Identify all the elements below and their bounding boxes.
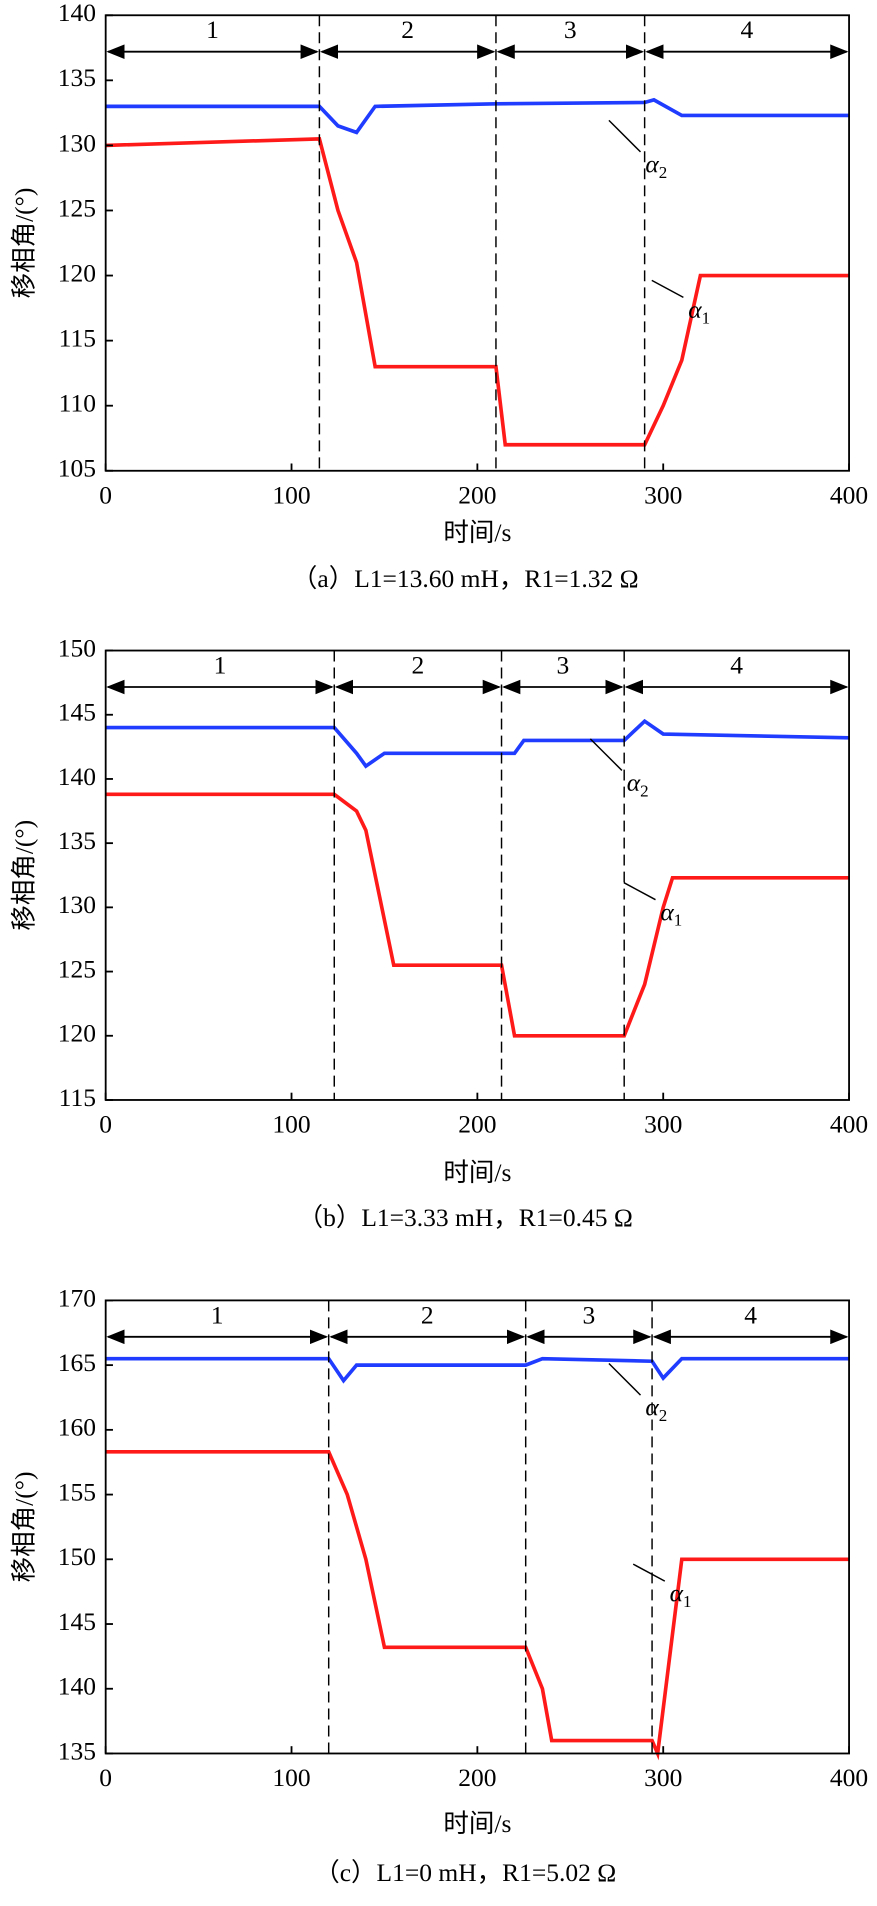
y-axis-label: 移相角/(°) [10,820,39,931]
annotation-leader [632,1563,666,1582]
y-tick-label: 110 [59,389,96,418]
y-tick-label: 130 [58,128,96,157]
y-tick-label: 170 [58,1283,96,1312]
y-tick-label: 125 [58,954,96,983]
series-label-subscript: 2 [659,163,668,182]
plot-frame [104,649,850,1101]
series-label-subscript: 1 [702,308,711,327]
caption: （b）L1=3.33 mH，R1=0.45 Ω [298,1203,633,1232]
annotation-leader [623,882,656,901]
y-tick-label: 135 [58,63,96,92]
y-tick-label: 140 [58,0,96,27]
phase-label: 4 [740,15,753,44]
series-label-subscript: 1 [674,910,683,929]
annotation-leader [608,1362,642,1396]
y-tick-label: 165 [58,1348,96,1377]
y-tick-label: 135 [58,1736,96,1765]
y-axis-label: 移相角/(°) [10,1472,39,1583]
series-label-subscript: 2 [659,1406,668,1425]
caption: （a）L1=13.60 mH，R1=1.32 Ω [292,564,639,593]
x-tick-label: 200 [458,1110,496,1139]
series-line [105,97,850,135]
series-label: α2 [645,149,667,181]
y-tick-label: 145 [58,1607,96,1636]
phase-label: 3 [583,1300,596,1329]
phase-label: 2 [401,15,414,44]
x-tick-label: 200 [458,1763,496,1792]
series-label: α2 [645,1393,667,1425]
annotation-leader [651,279,684,299]
series-label-subscript: 1 [683,1592,692,1611]
y-tick-label: 115 [59,1083,96,1112]
series-label-subscript: 2 [640,781,649,800]
series-label-symbol: α [645,1393,659,1422]
x-tick-label: 400 [830,480,868,509]
caption: （c）L1=0 mH，R1=5.02 Ω [314,1858,616,1887]
y-tick-label: 160 [58,1413,96,1442]
series-label: α1 [660,897,682,929]
y-tick-label: 140 [58,762,96,791]
series-label-symbol: α [688,295,702,324]
series-label-symbol: α [660,897,674,926]
phase-label: 4 [730,650,743,679]
x-tick-label: 300 [644,1763,682,1792]
x-tick-label: 0 [99,480,112,509]
x-tick-label: 400 [830,1110,868,1139]
phase-label: 2 [421,1300,434,1329]
y-tick-label: 145 [58,698,96,727]
y-tick-label: 120 [58,1019,96,1048]
y-tick-label: 130 [58,890,96,919]
x-tick-label: 300 [644,1110,682,1139]
series-line [105,718,850,769]
x-axis-label: 时间/s [443,518,511,547]
y-tick-label: 140 [58,1672,96,1701]
plot-frame [104,1299,850,1755]
y-tick-label: 115 [59,323,96,352]
series-label: α2 [627,768,649,800]
annotation-leader [589,738,623,771]
x-tick-label: 400 [830,1763,868,1792]
y-tick-label: 135 [58,826,96,855]
phase-label: 2 [412,650,425,679]
series-label: α1 [670,1579,692,1611]
annotation-leader [608,119,642,153]
x-tick-label: 0 [99,1763,112,1792]
y-tick-label: 155 [58,1477,96,1506]
y-tick-label: 125 [58,193,96,222]
phase-label: 3 [564,15,577,44]
phase-label: 1 [211,1300,224,1329]
series-line [105,1356,850,1384]
plot-frame [104,14,850,472]
x-axis-label: 时间/s [443,1809,511,1838]
phase-label: 1 [206,15,219,44]
y-tick-label: 105 [58,454,96,483]
series-line [105,1450,850,1761]
y-axis-label: 移相角/(°) [10,188,39,299]
series-label-symbol: α [670,1579,684,1608]
series-line [105,137,850,447]
y-tick-label: 120 [58,258,96,287]
x-tick-label: 300 [644,480,682,509]
x-axis-label: 时间/s [443,1158,511,1187]
series-line [105,792,850,1038]
series-label-symbol: α [645,149,659,178]
series-label-symbol: α [627,768,641,797]
x-tick-label: 100 [272,1110,310,1139]
y-tick-label: 150 [58,1542,96,1571]
x-tick-label: 100 [272,1763,310,1792]
series-label: α1 [688,295,710,327]
y-tick-label: 150 [58,633,96,662]
phase-label: 3 [556,650,569,679]
phase-label: 1 [214,650,227,679]
x-tick-label: 200 [458,480,496,509]
x-tick-label: 0 [99,1110,112,1139]
phase-label: 4 [744,1300,757,1329]
x-tick-label: 100 [272,480,310,509]
